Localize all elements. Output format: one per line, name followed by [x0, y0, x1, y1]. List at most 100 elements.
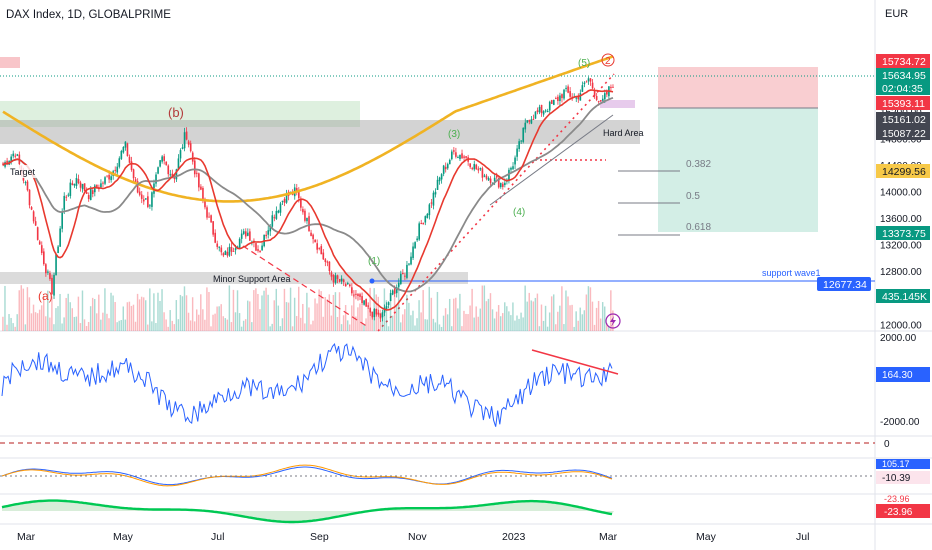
- volume-bar: [418, 300, 420, 331]
- candle-body: [436, 179, 439, 190]
- candle-body: [242, 231, 245, 234]
- volume-bar: [536, 293, 539, 331]
- candle-body: [275, 210, 278, 219]
- candle-body: [587, 78, 590, 82]
- volume-bar: [206, 287, 208, 331]
- candle-body: [512, 166, 514, 170]
- candle-body: [132, 169, 135, 179]
- volume-bar: [67, 293, 69, 331]
- candle-body: [304, 210, 306, 221]
- volume-bar: [530, 300, 532, 331]
- volume-bar: [238, 313, 241, 331]
- target-label-bg: [6, 165, 40, 178]
- volume-bar: [475, 306, 477, 331]
- volume-bar: [359, 303, 361, 331]
- candle-body: [604, 93, 606, 100]
- candle-body: [375, 308, 378, 315]
- candle-body: [202, 187, 204, 200]
- candle-body: [463, 156, 465, 158]
- candle-body: [502, 183, 504, 187]
- volume-bar: [79, 323, 82, 331]
- osc-tick-bottom: -2000.00: [880, 417, 920, 428]
- signal-value-label: -10.39: [882, 473, 911, 484]
- volume-bar: [116, 322, 118, 331]
- volume-bar: [28, 297, 31, 331]
- candle-body: [96, 184, 98, 189]
- volume-bar: [575, 311, 577, 331]
- volume-bar: [563, 324, 565, 331]
- price-badge-label: 15393.11: [882, 98, 925, 110]
- candle-body: [232, 250, 235, 252]
- candle-body: [516, 148, 518, 157]
- candle-body: [118, 158, 121, 167]
- candle-body: [314, 239, 316, 243]
- candle-body: [548, 101, 551, 111]
- price-badge-label: 14299.56: [882, 166, 926, 178]
- candle-body: [414, 242, 416, 249]
- candle-body: [385, 306, 388, 310]
- volume-bar: [65, 297, 67, 331]
- candle-body: [567, 86, 569, 93]
- volume-bar: [6, 324, 8, 331]
- volume-bar: [544, 305, 547, 331]
- candle-body: [281, 200, 284, 202]
- volume-bar: [242, 320, 245, 331]
- volume-bar: [402, 314, 404, 331]
- volume-bar: [255, 288, 257, 331]
- volume-bar: [528, 292, 530, 331]
- volume-bar: [463, 310, 465, 331]
- volume-bar: [440, 326, 443, 331]
- volume-bar: [96, 313, 98, 331]
- volume-bar: [159, 300, 161, 331]
- volume-bar: [140, 296, 143, 331]
- candle-body: [355, 293, 357, 295]
- volume-bar: [100, 319, 102, 331]
- volume-bar: [593, 324, 596, 331]
- volume-bar: [412, 310, 414, 331]
- volume-bar: [14, 326, 16, 331]
- volume-bar: [508, 311, 510, 331]
- lightning-icon-glyph: [610, 316, 616, 327]
- volume-bar: [410, 315, 412, 331]
- candle-body: [81, 183, 84, 190]
- candle-body: [448, 159, 451, 165]
- signal-line: [1, 464, 613, 487]
- volume-bar: [32, 304, 35, 331]
- volume-bar: [4, 285, 6, 331]
- volume-bar: [34, 312, 37, 331]
- volume-bar: [608, 325, 610, 331]
- volume-bar: [351, 305, 353, 331]
- candle-body: [49, 273, 51, 279]
- volume-bar: [40, 305, 43, 331]
- candle-body: [410, 256, 412, 265]
- histogram-line: [1, 499, 613, 524]
- candle-body: [220, 247, 223, 253]
- volume-bar: [589, 287, 592, 331]
- volume-bar: [514, 320, 516, 331]
- volume-bar: [298, 286, 300, 331]
- candle-body: [553, 99, 555, 105]
- candle-body: [228, 246, 231, 256]
- volume-bar: [51, 296, 53, 331]
- candle-body: [387, 302, 390, 306]
- candle-body: [471, 168, 474, 170]
- volume-bar: [330, 315, 333, 331]
- volume-bar: [310, 324, 312, 331]
- candle-body: [310, 232, 312, 236]
- candle-body: [43, 251, 45, 265]
- candle-body: [234, 248, 237, 251]
- volume-bar: [134, 321, 137, 331]
- candle-body: [550, 100, 553, 104]
- candle-body: [147, 196, 149, 207]
- volume-bar: [550, 296, 553, 331]
- candle-body: [183, 132, 186, 149]
- volume-bar: [187, 312, 190, 331]
- price-badge-label: 435.145K: [882, 291, 927, 303]
- ma-50-line: [2, 96, 614, 293]
- price-tick-label: 13600.00: [880, 214, 922, 225]
- lightning-icon[interactable]: [605, 313, 621, 329]
- volume-bar: [291, 326, 294, 331]
- candle-body: [581, 85, 584, 92]
- volume-bar: [12, 323, 14, 331]
